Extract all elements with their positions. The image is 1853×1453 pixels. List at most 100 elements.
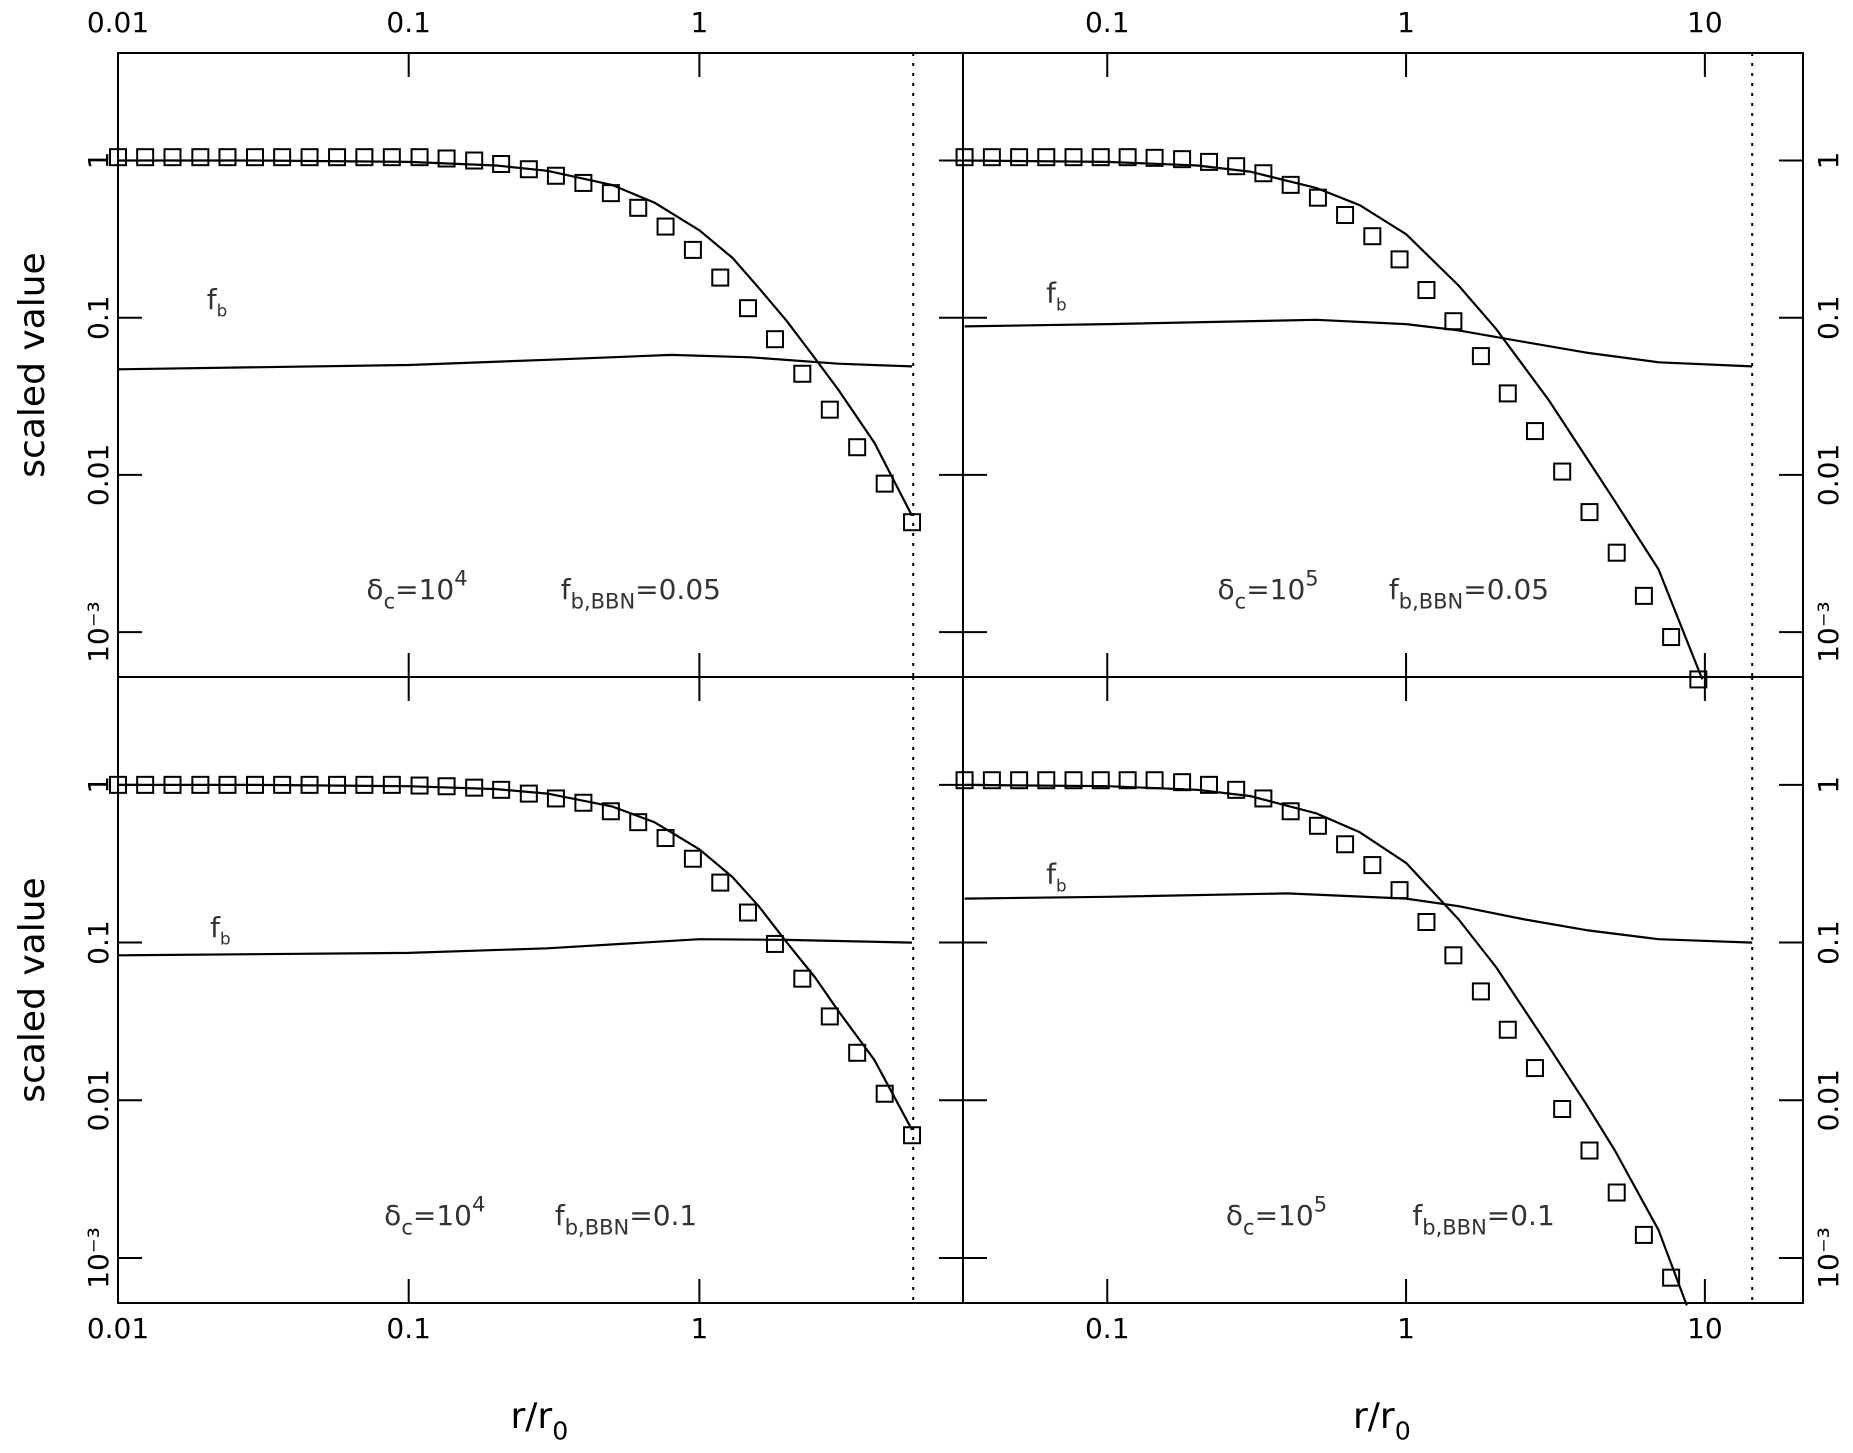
curve xyxy=(964,318,1753,368)
label-part: b,BBN xyxy=(571,590,636,614)
label-part: r/r xyxy=(511,1396,553,1437)
label-part: f xyxy=(555,1199,566,1232)
data-point xyxy=(1064,148,1083,167)
label-part: δ xyxy=(1218,573,1235,606)
data-point xyxy=(1634,586,1653,605)
data-point xyxy=(1580,1141,1599,1160)
data-point xyxy=(601,802,620,821)
data-point xyxy=(1662,628,1681,647)
label-part: δ xyxy=(1226,1199,1243,1232)
rich-label: δc=104 xyxy=(366,567,467,614)
data-point xyxy=(382,148,401,167)
data-point xyxy=(1010,771,1029,790)
y-tick-label: 0.1 xyxy=(1812,920,1845,965)
data-point xyxy=(1471,982,1490,1001)
label-part: b xyxy=(1056,875,1067,895)
panel-frame xyxy=(962,676,1804,1304)
data-point xyxy=(875,474,894,493)
data-point xyxy=(903,513,922,532)
data-point xyxy=(1498,384,1517,403)
y-tick-label: 0.01 xyxy=(82,444,115,506)
y-tick-label: 0.1 xyxy=(82,920,115,965)
data-point xyxy=(1064,771,1083,790)
data-point xyxy=(793,364,812,383)
data-point xyxy=(739,903,758,922)
data-point xyxy=(955,771,974,790)
data-point xyxy=(410,148,429,167)
y-tick-label: 10⁻³ xyxy=(82,1227,115,1289)
label-part: δ xyxy=(366,573,383,606)
data-point xyxy=(683,849,702,868)
label-part: 5 xyxy=(1314,1192,1327,1216)
label-part: b,BBN xyxy=(565,1215,630,1239)
data-point xyxy=(546,166,565,185)
data-point xyxy=(191,148,210,167)
y-tick-label: 1 xyxy=(82,776,115,794)
y-tick-label: 0.01 xyxy=(1812,444,1845,506)
data-point xyxy=(793,969,812,988)
y-axis-label: scaled value xyxy=(12,877,53,1102)
x-tick-label: 1 xyxy=(690,6,708,39)
data-point xyxy=(1444,946,1463,965)
data-point xyxy=(955,148,974,167)
data-point xyxy=(1281,175,1300,194)
x-tick-label: 0.01 xyxy=(87,1312,149,1345)
label-part: =10 xyxy=(1255,1199,1314,1232)
rich-label: fb xyxy=(210,911,231,949)
label-part: f xyxy=(1412,1199,1423,1232)
data-point xyxy=(1363,227,1382,246)
curve xyxy=(118,783,913,1131)
data-point xyxy=(848,1043,867,1062)
rich-label: r/r0 xyxy=(1353,1396,1411,1446)
panel-frame xyxy=(117,52,964,678)
data-point xyxy=(711,268,730,287)
label-part: =0.1 xyxy=(1487,1199,1555,1232)
data-point xyxy=(136,148,155,167)
data-point xyxy=(492,155,511,174)
label-part: δ xyxy=(384,1199,401,1232)
data-point xyxy=(629,198,648,217)
data-point xyxy=(982,771,1001,790)
data-point xyxy=(820,400,839,419)
y-axis-label: scaled value xyxy=(12,252,53,477)
data-point xyxy=(300,148,319,167)
x-tick-label: 1 xyxy=(1397,6,1415,39)
label-part: 0 xyxy=(1395,1417,1411,1446)
data-point xyxy=(109,148,127,167)
label-part: =0.05 xyxy=(1463,573,1549,606)
data-point xyxy=(1390,250,1409,269)
curve xyxy=(964,783,1688,1306)
data-point xyxy=(1145,771,1164,790)
data-point xyxy=(711,873,730,892)
data-point xyxy=(1553,1100,1572,1119)
y-tick-label: 1 xyxy=(82,152,115,170)
curve xyxy=(964,892,1753,944)
data-point xyxy=(848,438,867,457)
rich-label: fb,BBN=0.05 xyxy=(561,573,721,614)
data-point xyxy=(1308,188,1327,207)
curve xyxy=(964,159,1704,680)
label-part: c xyxy=(1235,590,1247,614)
data-point xyxy=(1227,157,1246,176)
data-point xyxy=(1417,913,1436,932)
data-point xyxy=(903,1126,922,1145)
rich-label: r/r0 xyxy=(511,1396,569,1446)
data-point xyxy=(629,813,648,832)
data-point xyxy=(1634,1225,1653,1244)
label-part: f xyxy=(1389,573,1400,606)
label-part: f xyxy=(207,283,218,316)
label-part: b,BBN xyxy=(1399,590,1464,614)
curve xyxy=(117,938,913,957)
rich-label: δc=105 xyxy=(1226,1192,1327,1239)
x-tick-label: 0.01 xyxy=(87,6,149,39)
data-point xyxy=(273,148,292,167)
panel-frame xyxy=(117,676,964,1304)
data-point xyxy=(1227,780,1246,799)
rich-label: fb,BBN=0.1 xyxy=(1412,1199,1554,1240)
data-point xyxy=(245,148,264,167)
label-part: r/r xyxy=(1353,1396,1395,1437)
x-tick-label: 0.1 xyxy=(1085,1312,1130,1345)
data-point xyxy=(1417,281,1436,300)
panel-frame xyxy=(962,52,1804,678)
